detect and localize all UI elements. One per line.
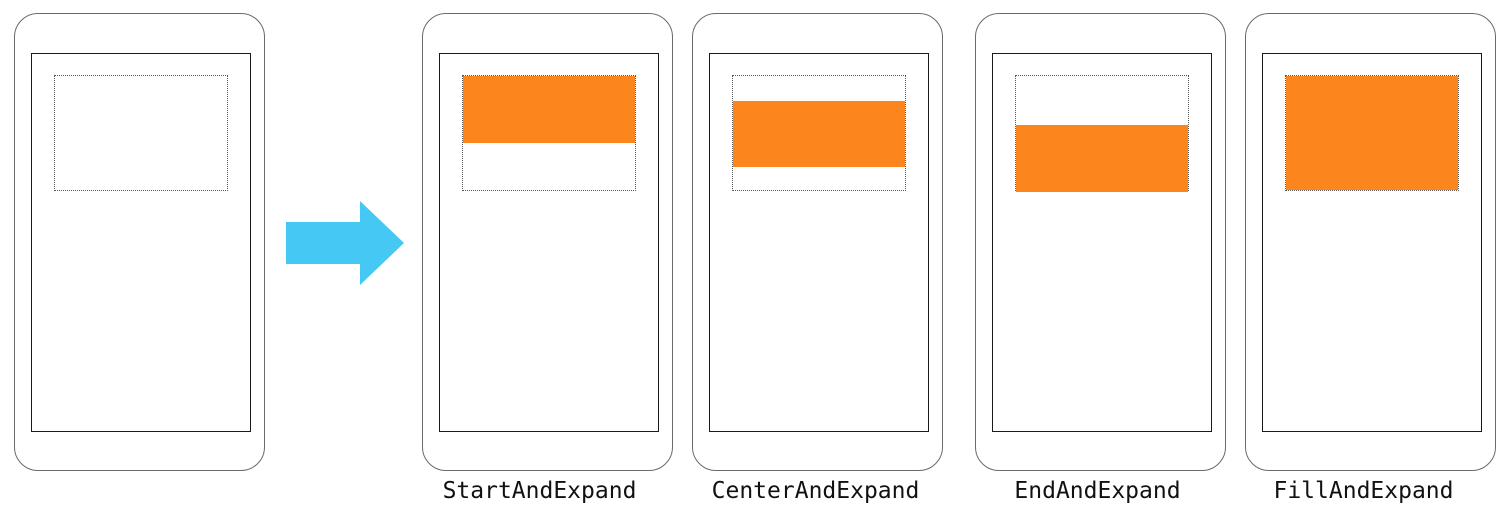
caption-center-and-expand: CenterAndExpand (711, 478, 920, 504)
layout-box-center (733, 101, 905, 167)
layout-slot (732, 75, 906, 191)
phone-start-and-expand (422, 13, 673, 471)
phone-screen (1262, 53, 1482, 432)
phone-screen (31, 53, 251, 432)
phone-screen (439, 53, 659, 432)
phone-original (14, 13, 265, 471)
layout-box-end (1016, 125, 1188, 192)
layout-slot (1015, 75, 1189, 192)
layout-slot (462, 75, 636, 191)
caption-end-and-expand: EndAndExpand (1014, 478, 1181, 504)
caption-fill-and-expand: FillAndExpand (1273, 478, 1454, 504)
right-arrow-icon (286, 201, 404, 285)
arrow-shape (286, 201, 404, 285)
phone-fill-and-expand (1245, 13, 1496, 471)
caption-start-and-expand: StartAndExpand (442, 478, 637, 504)
phone-screen (709, 53, 929, 432)
layout-box-fill (1286, 76, 1458, 190)
layout-slot (54, 75, 228, 191)
layout-slot (1285, 75, 1459, 191)
layout-box-start (463, 76, 635, 143)
phone-end-and-expand (975, 13, 1226, 471)
phone-screen (992, 53, 1212, 432)
phone-center-and-expand (692, 13, 943, 471)
